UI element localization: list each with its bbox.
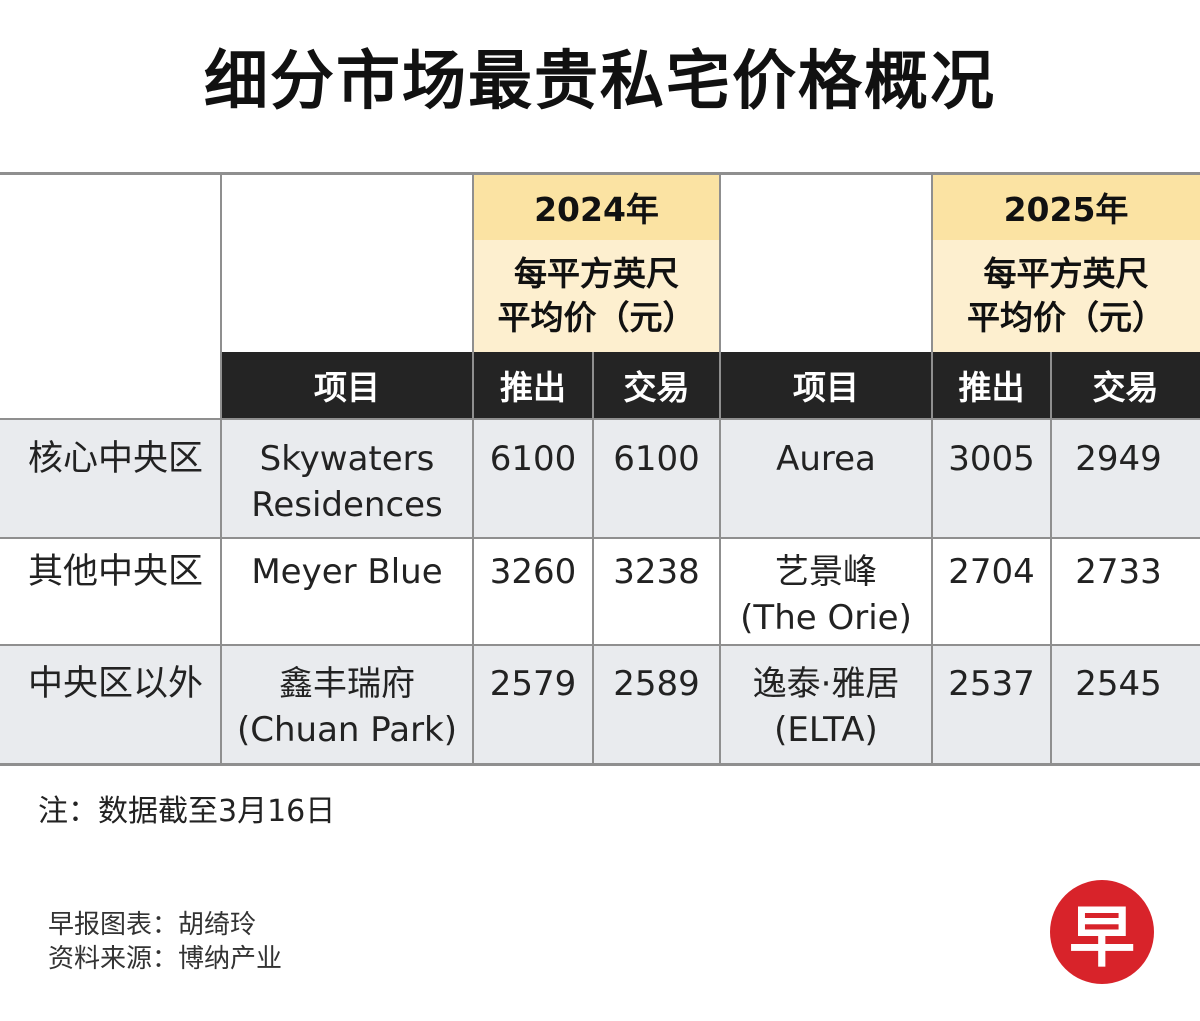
table-row-3-region: 中央区以外 [27,664,203,704]
header-transaction-2025-label: 交易 [1092,368,1159,407]
project-2024-line1: Skywaters [259,439,435,479]
table-row-2-launch-2024: 3260 [489,552,577,592]
project-2025-line1: 艺景峰 [775,552,877,592]
chart-credit: 早报图表：胡绮玲 [48,910,257,940]
table-row-3-project-2024: 鑫丰瑞府 (Chuan Park) [221,645,473,753]
header-project-2025-label: 项目 [793,368,859,407]
header-transaction-2024: 交易 [593,352,720,418]
project-2024-line1: Meyer Blue [251,552,443,592]
unit-2025-line2: 平均价（元） [967,298,1165,337]
unit-2025-header: 每平方英尺 平均价（元） [932,240,1200,352]
table-rule-col4 [719,172,721,766]
year-2025-header: 2025年 [932,174,1200,240]
unit-2024-line1: 每平方英尺 [514,254,679,293]
header-launch-2025-label: 推出 [958,368,1025,407]
project-2024-line2: Residences [251,485,443,525]
table-rule-col3 [592,352,594,766]
table-row-1-region: 核心中央区 [27,439,203,479]
project-2024-line2: (Chuan Park) [236,710,458,750]
source-credit: 资料来源：博纳产业 [48,944,283,974]
table-rule-header [0,418,1200,420]
table-row-2-project-2025: 艺景峰 (The Orie) [720,533,932,641]
header-transaction-2025: 交易 [1051,352,1200,418]
header-project-2025: 项目 [720,352,932,418]
year-2024-label: 2024年 [534,190,659,229]
table-row-1-transaction-2025: 2949 [1075,439,1162,479]
header-launch-2024: 推出 [473,352,593,418]
table-rule-col2 [472,172,474,766]
project-2025-line1: Aurea [776,439,876,479]
data-note: 注：数据截至3月16日 [38,794,336,829]
header-project-2024-label: 项目 [314,368,380,407]
table-rule-col6 [1050,352,1052,766]
year-2025-label: 2025年 [1003,190,1129,229]
table-row-2-transaction-2025: 2733 [1075,552,1162,592]
zaobao-logo: 早 [1050,880,1154,984]
project-2025-line1: 逸泰·雅居 [752,664,900,704]
table-rule-col1 [220,172,222,766]
unit-2025-line1: 每平方英尺 [983,254,1149,293]
table-rule-col5 [931,172,933,766]
unit-2024-line2: 平均价（元） [497,298,696,337]
project-2024-line1: 鑫丰瑞府 [279,664,415,704]
table-row-1-transaction-2024: 6100 [613,439,700,479]
page-title: 细分市场最贵私宅价格概况 [204,45,996,119]
table-rule-bottom [0,763,1200,766]
table-row-2-project-2024: Meyer Blue [221,533,473,595]
table-row-3-transaction-2024: 2589 [613,664,700,704]
zaobao-logo-glyph: 早 [1069,899,1135,976]
header-launch-2025: 推出 [932,352,1051,418]
project-2025-line2: (The Orie) [740,598,912,638]
header-launch-2024-label: 推出 [500,368,566,407]
table-row-1-project-2024: Skywaters Residences [221,420,473,528]
table-rule-row2 [0,644,1200,646]
table-row-2-region: 其他中央区 [27,552,203,592]
row-background-1 [0,420,1200,538]
unit-2024-header: 每平方英尺 平均价（元） [473,240,720,352]
header-project-2024: 项目 [221,352,473,418]
table-row-3-launch-2024: 2579 [489,664,577,704]
project-2025-line2: (ELTA) [774,710,878,750]
table-row-2-launch-2025: 2704 [948,552,1035,592]
table-row-3-project-2025: 逸泰·雅居 (ELTA) [720,645,932,753]
table-row-3-transaction-2025: 2545 [1075,664,1162,704]
table-row-1-launch-2024: 6100 [489,439,577,479]
price-table: 2024年 每平方英尺 平均价（元） 2025年 每平方英尺 平均价（元） 项目… [0,172,1200,766]
table-rule-top [0,172,1200,175]
table-row-1-launch-2025: 3005 [948,439,1035,479]
table-rule-row1 [0,537,1200,539]
table-row-2-transaction-2024: 3238 [613,552,700,592]
year-2024-header: 2024年 [473,174,720,240]
table-row-1-project-2025: Aurea [720,420,932,482]
row-background-3 [0,646,1200,764]
header-transaction-2024-label: 交易 [623,368,690,407]
table-row-3-launch-2025: 2537 [948,664,1035,704]
